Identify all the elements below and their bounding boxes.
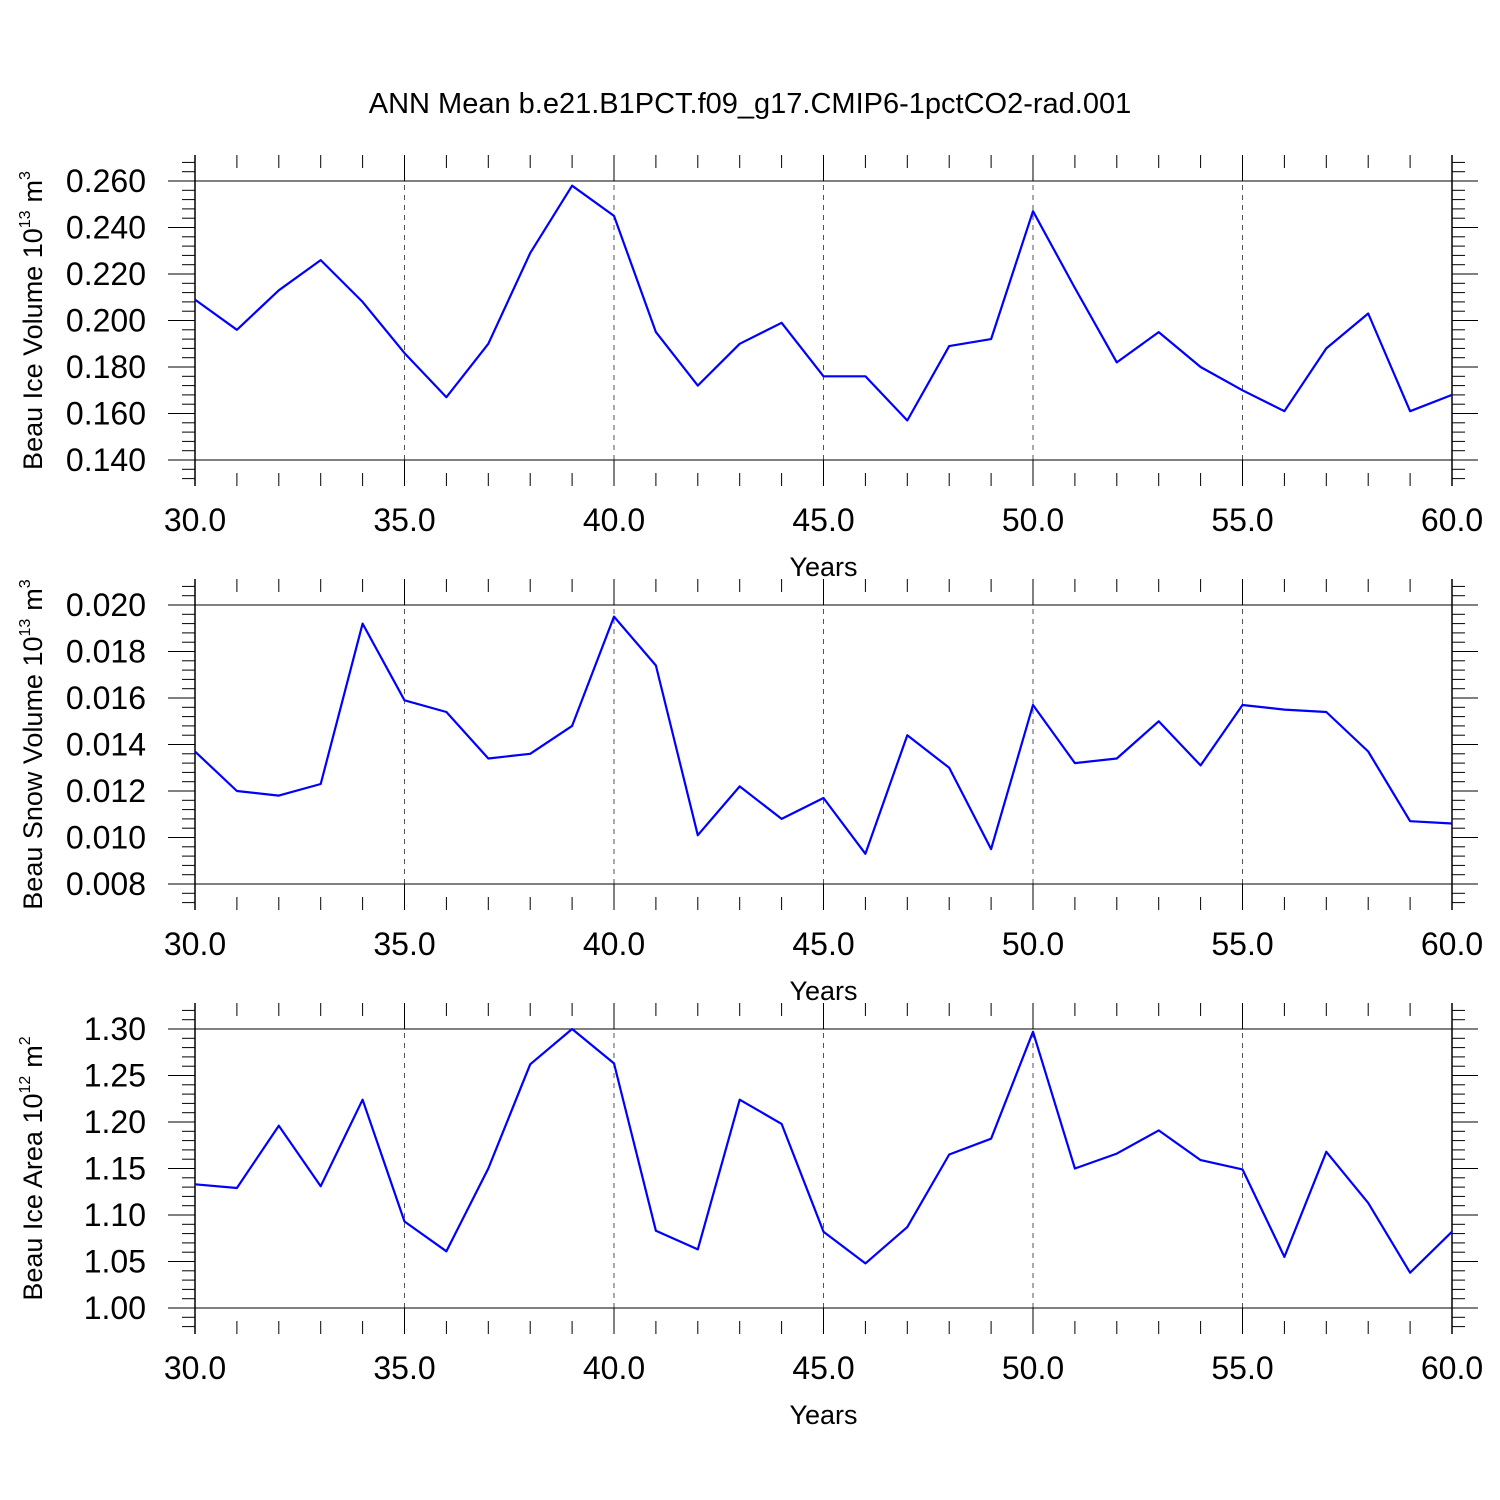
y-axis-label-unit-exponent: 3 [17, 579, 34, 588]
y-axis-label-exponent: 13 [17, 619, 34, 637]
x-tick-label: 55.0 [1211, 926, 1273, 962]
y-tick-label: 1.20 [84, 1104, 146, 1140]
series-line [194, 1027, 1453, 1274]
y-axis-label-unit: m [18, 1045, 48, 1068]
x-tick-label: 35.0 [373, 926, 435, 962]
y-axis-label-unit-exponent: 2 [17, 1036, 34, 1045]
y-tick-label: 0.180 [66, 349, 146, 385]
x-tick-label: 55.0 [1211, 1350, 1273, 1386]
x-tick-label: 60.0 [1421, 926, 1483, 962]
y-axis-label: Beau Ice Area 1012 m2 [17, 1036, 48, 1300]
y-tick-label: 0.160 [66, 396, 146, 432]
chart-panel-1: 0.140 0.160 0.180 0.200 0.220 0.240 0.260 30.0 3… [17, 155, 1483, 582]
y-tick-label: 0.260 [66, 163, 146, 199]
y-axis-label: Beau Snow Volume 1013 m3 [17, 579, 48, 910]
y-tick-label: 0.020 [66, 587, 146, 623]
y-tick-label: 1.00 [84, 1290, 146, 1326]
y-tick-label: 1.10 [84, 1197, 146, 1233]
y-axis-label: Beau Ice Volume 1013 m3 [17, 171, 48, 470]
y-tick-label: 0.010 [66, 820, 146, 856]
y-axis-label-main: Beau Ice Volume 10 [18, 228, 48, 470]
y-tick-label: 0.014 [66, 727, 146, 763]
y-axis-label-exponent: 13 [17, 210, 34, 228]
x-tick-label: 40.0 [583, 926, 645, 962]
x-tick-label: 30.0 [164, 1350, 226, 1386]
y-axis-label-exponent: 12 [17, 1076, 34, 1094]
x-tick-label: 30.0 [164, 926, 226, 962]
y-tick-label: 0.016 [66, 680, 146, 716]
y-tick-label: 0.140 [66, 442, 146, 478]
y-tick-label: 0.220 [66, 256, 146, 292]
series-line [194, 615, 1453, 855]
y-tick-label: 1.05 [84, 1244, 146, 1280]
x-tick-label: 45.0 [792, 1350, 854, 1386]
page-title: ANN Mean b.e21.B1PCT.f09_g17.CMIP6-1pctC… [368, 88, 1132, 120]
y-axis-label-main: Beau Snow Volume 10 [18, 637, 48, 910]
x-tick-label: 50.0 [1002, 926, 1064, 962]
x-tick-label: 55.0 [1211, 502, 1273, 538]
x-tick-label: 45.0 [792, 926, 854, 962]
x-axis-label: Years [789, 976, 857, 1006]
y-tick-label: 0.200 [66, 303, 146, 339]
x-tick-label: 30.0 [164, 502, 226, 538]
x-tick-label: 50.0 [1002, 1350, 1064, 1386]
y-tick-label: 1.15 [84, 1151, 146, 1187]
y-axis-label-unit-exponent: 3 [17, 171, 34, 180]
y-axis-label-unit: m [18, 180, 48, 203]
x-tick-label: 60.0 [1421, 1350, 1483, 1386]
y-tick-label: 0.018 [66, 634, 146, 670]
y-tick-label: 1.30 [84, 1011, 146, 1047]
x-tick-label: 45.0 [792, 502, 854, 538]
chart-panel-3: 1.00 1.05 1.10 1.15 1.20 1.25 1.30 30.0 35.0 40.0… [17, 1003, 1483, 1430]
y-tick-label: 1.25 [84, 1058, 146, 1094]
y-axis-label-unit: m [18, 588, 48, 611]
y-axis-label-main: Beau Ice Area 10 [18, 1094, 48, 1301]
x-axis-label: Years [789, 552, 857, 582]
x-tick-label: 40.0 [583, 1350, 645, 1386]
y-tick-label: 0.240 [66, 210, 146, 246]
y-tick-label: 0.012 [66, 773, 146, 809]
x-tick-label: 40.0 [583, 502, 645, 538]
x-tick-label: 35.0 [373, 1350, 435, 1386]
chart-panel-2: 0.008 0.010 0.012 0.014 0.016 0.018 0.020 30.0 3… [17, 579, 1483, 1006]
y-tick-label: 0.008 [66, 866, 146, 902]
x-tick-label: 50.0 [1002, 502, 1064, 538]
x-tick-label: 60.0 [1421, 502, 1483, 538]
x-axis-label: Years [789, 1400, 857, 1430]
x-tick-label: 35.0 [373, 502, 435, 538]
